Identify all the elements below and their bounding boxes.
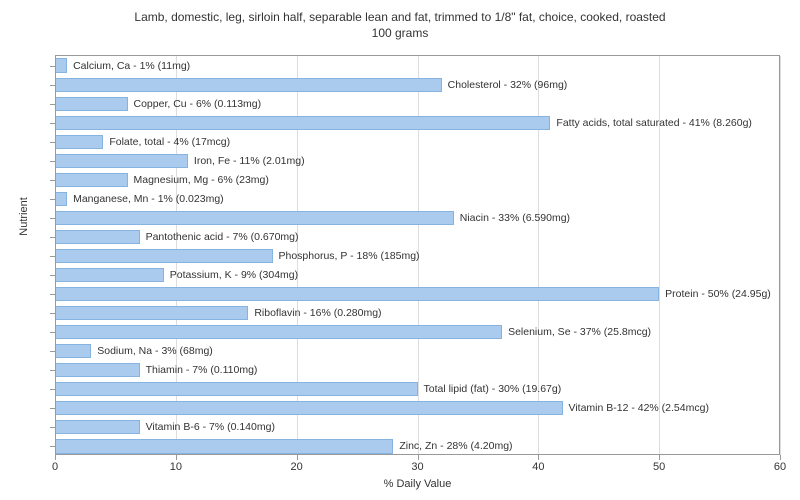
gridline (780, 56, 781, 455)
x-tick-label: 40 (532, 461, 544, 473)
bar-row: Pantothenic acid - 7% (0.670mg) (55, 230, 299, 244)
bar-row: Folate, total - 4% (17mcg) (55, 135, 230, 149)
bar-label: Vitamin B-12 - 42% (2.54mcg) (569, 402, 709, 414)
bar-label: Pantothenic acid - 7% (0.670mg) (146, 231, 299, 243)
x-tick (538, 455, 539, 460)
bar (55, 439, 393, 453)
bar-label: Potassium, K - 9% (304mg) (170, 269, 298, 281)
x-tick (176, 455, 177, 460)
bar-label: Fatty acids, total saturated - 41% (8.26… (556, 117, 752, 129)
bar-label: Total lipid (fat) - 30% (19.67g) (424, 383, 562, 395)
bar (55, 173, 128, 187)
chart-plot-area: Calcium, Ca - 1% (11mg) Cholesterol - 32%… (55, 55, 780, 455)
x-tick (780, 455, 781, 460)
bar-row: Niacin - 33% (6.590mg) (55, 211, 570, 225)
plot: Calcium, Ca - 1% (11mg) Cholesterol - 32%… (55, 56, 779, 455)
bar (55, 306, 248, 320)
bar-label: Zinc, Zn - 28% (4.20mg) (399, 440, 512, 452)
x-tick (55, 455, 56, 460)
bar-row: Cholesterol - 32% (96mg) (55, 78, 567, 92)
bar-label: Riboflavin - 16% (0.280mg) (254, 307, 381, 319)
bar (55, 420, 140, 434)
x-tick-label: 30 (411, 461, 423, 473)
bar-row: Fatty acids, total saturated - 41% (8.26… (55, 116, 752, 130)
bar (55, 78, 442, 92)
bar (55, 230, 140, 244)
bar-label: Sodium, Na - 3% (68mg) (97, 345, 213, 357)
bar (55, 211, 454, 225)
title-line-2: 100 grams (40, 26, 760, 42)
bar-label: Folate, total - 4% (17mcg) (109, 136, 230, 148)
bar (55, 401, 563, 415)
bar-label: Protein - 50% (24.95g) (665, 288, 771, 300)
bar-label: Magnesium, Mg - 6% (23mg) (134, 174, 269, 186)
x-tick (297, 455, 298, 460)
bar (55, 268, 164, 282)
bar (55, 363, 140, 377)
x-tick-label: 0 (52, 461, 58, 473)
bar-row: Total lipid (fat) - 30% (19.67g) (55, 382, 561, 396)
bar-label: Iron, Fe - 11% (2.01mg) (194, 155, 305, 167)
bar-label: Calcium, Ca - 1% (11mg) (73, 60, 190, 72)
bar (55, 192, 67, 206)
x-tick-label: 20 (291, 461, 303, 473)
bar-label: Niacin - 33% (6.590mg) (460, 212, 570, 224)
bar-row: Vitamin B-12 - 42% (2.54mcg) (55, 401, 709, 415)
bar-row: Vitamin B-6 - 7% (0.140mg) (55, 420, 275, 434)
bar (55, 249, 273, 263)
bar-row: Sodium, Na - 3% (68mg) (55, 344, 213, 358)
bar (55, 344, 91, 358)
x-tick (659, 455, 660, 460)
x-axis-label: % Daily Value (55, 478, 780, 490)
bar-row: Protein - 50% (24.95g) (55, 287, 771, 301)
bar (55, 58, 67, 72)
bar (55, 325, 502, 339)
bar-label: Manganese, Mn - 1% (0.023mg) (73, 193, 224, 205)
bar-row: Calcium, Ca - 1% (11mg) (55, 58, 190, 72)
bar-row: Magnesium, Mg - 6% (23mg) (55, 173, 269, 187)
bar-label: Cholesterol - 32% (96mg) (448, 79, 568, 91)
bar (55, 154, 188, 168)
y-axis-label: Nutrient (18, 197, 30, 236)
bar-row: Iron, Fe - 11% (2.01mg) (55, 154, 305, 168)
x-tick-label: 10 (170, 461, 182, 473)
bar (55, 97, 128, 111)
bar-label: Copper, Cu - 6% (0.113mg) (134, 98, 262, 110)
bar-label: Phosphorus, P - 18% (185mg) (279, 250, 420, 262)
bar-row: Thiamin - 7% (0.110mg) (55, 363, 257, 377)
bar (55, 382, 418, 396)
chart-title: Lamb, domestic, leg, sirloin half, separ… (0, 0, 800, 43)
title-line-1: Lamb, domestic, leg, sirloin half, separ… (40, 10, 760, 26)
y-axis-line (55, 56, 56, 455)
bar-row: Zinc, Zn - 28% (4.20mg) (55, 439, 513, 453)
bar-label: Thiamin - 7% (0.110mg) (146, 364, 258, 376)
bar-row: Potassium, K - 9% (304mg) (55, 268, 298, 282)
x-tick-label: 60 (774, 461, 786, 473)
bar-label: Vitamin B-6 - 7% (0.140mg) (146, 421, 275, 433)
x-tick-label: 50 (653, 461, 665, 473)
x-tick (418, 455, 419, 460)
bar-row: Copper, Cu - 6% (0.113mg) (55, 97, 261, 111)
bar-label: Selenium, Se - 37% (25.8mcg) (508, 326, 651, 338)
bar (55, 135, 103, 149)
bar-row: Selenium, Se - 37% (25.8mcg) (55, 325, 651, 339)
bar (55, 287, 659, 301)
bar-row: Riboflavin - 16% (0.280mg) (55, 306, 382, 320)
bar-row: Manganese, Mn - 1% (0.023mg) (55, 192, 224, 206)
bar (55, 116, 550, 130)
bar-row: Phosphorus, P - 18% (185mg) (55, 249, 420, 263)
